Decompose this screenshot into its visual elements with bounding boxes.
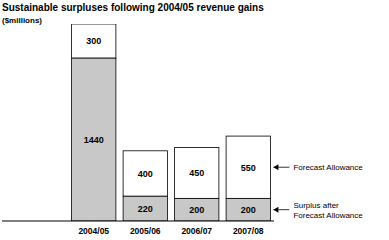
x-axis — [2, 221, 274, 222]
bar-segment — [226, 198, 270, 221]
data-label: 1440 — [84, 135, 104, 145]
bar-segment — [123, 196, 167, 221]
legend-entry: Surplus afterForecast Allowance — [293, 201, 363, 220]
bar-segment — [72, 24, 116, 58]
data-label: 200 — [241, 205, 256, 215]
data-label: 550 — [241, 163, 256, 173]
data-label: 200 — [189, 205, 204, 215]
data-label: 400 — [138, 169, 153, 179]
bar-segment — [175, 147, 219, 198]
x-tick-label: 2005/06 — [130, 226, 161, 236]
legend-arrowhead — [273, 207, 278, 213]
bar-segment — [123, 151, 167, 196]
data-label: 450 — [189, 168, 204, 178]
bar-segment — [72, 58, 116, 221]
data-label: 220 — [138, 204, 153, 214]
data-label: 300 — [86, 36, 101, 46]
x-tick-label: 2004/05 — [78, 226, 109, 236]
legend-entry: Forecast Allowance — [293, 163, 363, 172]
legend-line: Forecast Allowance — [293, 211, 363, 220]
bar-segment — [226, 136, 270, 198]
bars — [72, 24, 271, 221]
legend-line: Forecast Allowance — [293, 163, 363, 172]
chart: Sustainable surpluses following 2004/05 … — [0, 0, 389, 240]
subtitle: ($millions) — [2, 16, 42, 25]
legend-line: Surplus after — [293, 201, 339, 210]
x-tick-label: 2007/08 — [233, 226, 264, 236]
legend-arrowhead — [273, 164, 278, 170]
title: Sustainable surpluses following 2004/05 … — [2, 2, 264, 13]
bar-segment — [175, 198, 219, 221]
x-tick-label: 2006/07 — [181, 226, 212, 236]
